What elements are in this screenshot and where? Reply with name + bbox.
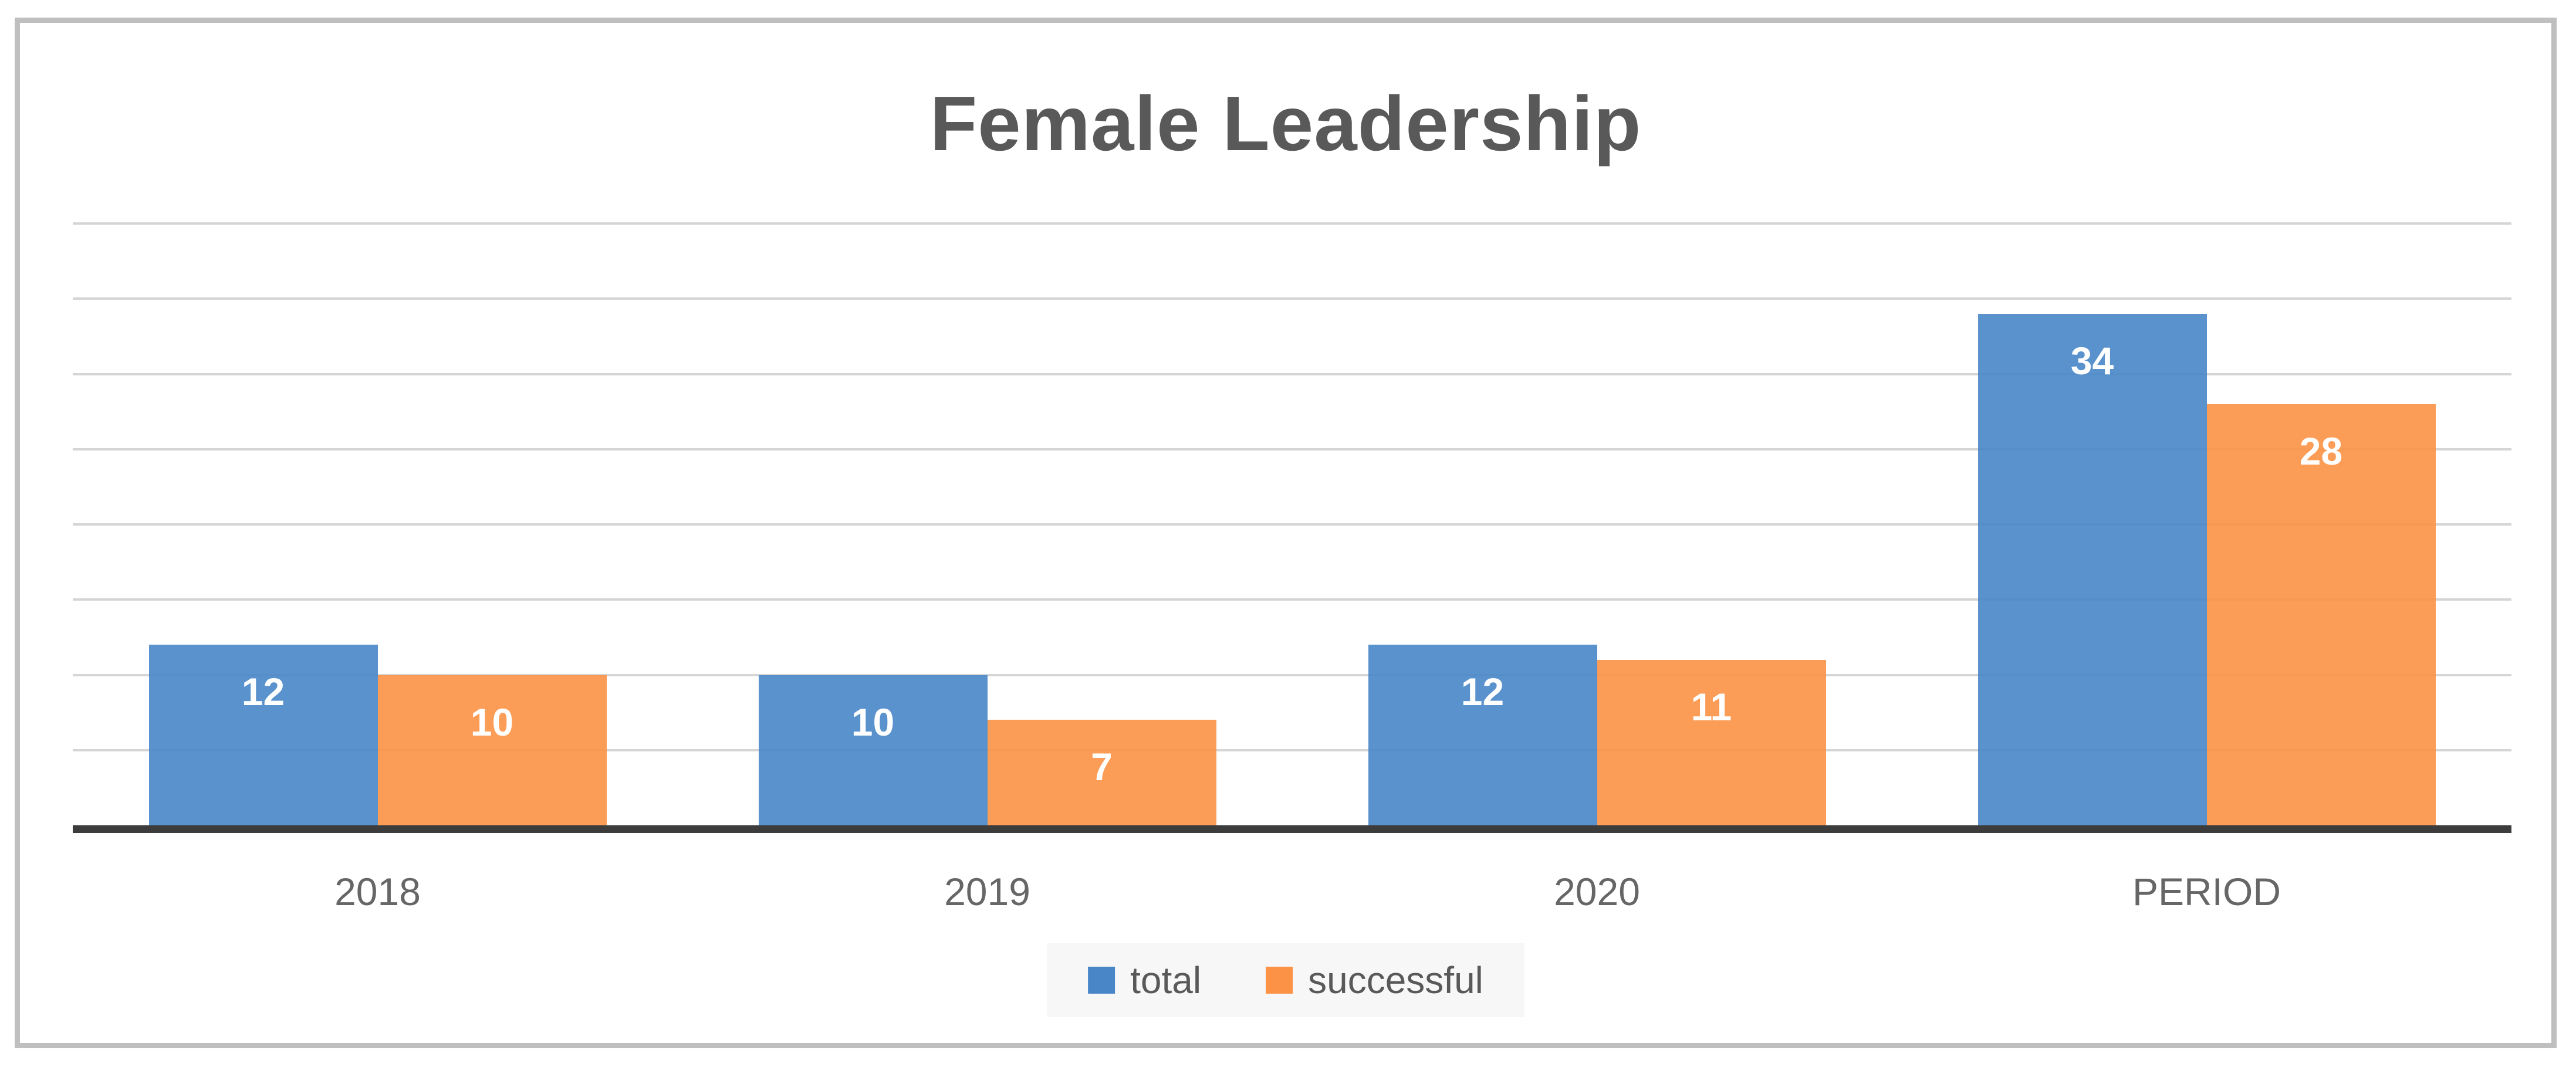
- gridline-25: [73, 448, 2511, 450]
- bar-successful-2020: 11: [1597, 659, 1826, 825]
- plot-area: 12 10 2018 10 7 2019 12 11 2020 34 28 PERIOD: [73, 222, 2511, 913]
- bar-value-label-total-PERIOD: 34: [2070, 338, 2114, 382]
- bar-value-label-total-2018: 12: [241, 670, 285, 714]
- bar-value-label-total-2020: 12: [1461, 670, 1505, 714]
- legend-label-successful: successful: [1308, 959, 1483, 1001]
- gridline-35: [73, 297, 2511, 300]
- bar-successful-2018: 10: [377, 675, 607, 825]
- legend-item-total: total: [1088, 958, 1201, 1002]
- chart-frame: Female Leadership 12 10 2018 10 7 2019 12 11 202…: [15, 18, 2557, 1048]
- bar-group-2018: 12 10 2018: [73, 223, 682, 913]
- gridline-15: [73, 598, 2511, 601]
- legend-label-total: total: [1130, 959, 1202, 1001]
- gridline-30: [73, 372, 2511, 375]
- gridline-10: [73, 673, 2511, 676]
- bar-group-PERIOD: 34 28 PERIOD: [1902, 223, 2511, 913]
- category-label-2019: 2019: [944, 870, 1030, 913]
- category-label-2018: 2018: [334, 870, 421, 913]
- legend: total successful: [1047, 943, 1524, 1017]
- category-label-PERIOD: PERIOD: [2132, 870, 2281, 913]
- bar-successful-2019: 7: [987, 720, 1216, 825]
- gridline-40: [73, 222, 2511, 225]
- gridline-20: [73, 523, 2511, 526]
- gridline-5: [73, 748, 2511, 751]
- bar-value-label-successful-PERIOD: 28: [2299, 429, 2343, 473]
- bar-total-2019: 10: [758, 675, 988, 825]
- bar-group-2020: 12 11 2020: [1292, 223, 1902, 913]
- bar-value-label-successful-2019: 7: [1091, 745, 1113, 789]
- bar-total-2018: 12: [148, 645, 378, 825]
- legend-item-successful: successful: [1266, 958, 1483, 1002]
- bar-value-label-successful-2018: 10: [470, 700, 514, 744]
- bar-successful-PERIOD: 28: [2206, 404, 2436, 825]
- bar-group-2019: 10 7 2019: [682, 223, 1292, 913]
- x-axis-line: [73, 825, 2511, 833]
- category-label-2020: 2020: [1554, 870, 1640, 913]
- legend-swatch-successful-icon: [1266, 967, 1293, 994]
- bar-value-label-total-2019: 10: [851, 700, 895, 744]
- bar-total-2020: 12: [1368, 645, 1597, 825]
- bar-value-label-successful-2020: 11: [1691, 685, 1732, 729]
- legend-swatch-total-icon: [1088, 967, 1115, 994]
- chart-title: Female Leadership: [929, 80, 1642, 167]
- bar-total-PERIOD: 34: [1977, 313, 2207, 825]
